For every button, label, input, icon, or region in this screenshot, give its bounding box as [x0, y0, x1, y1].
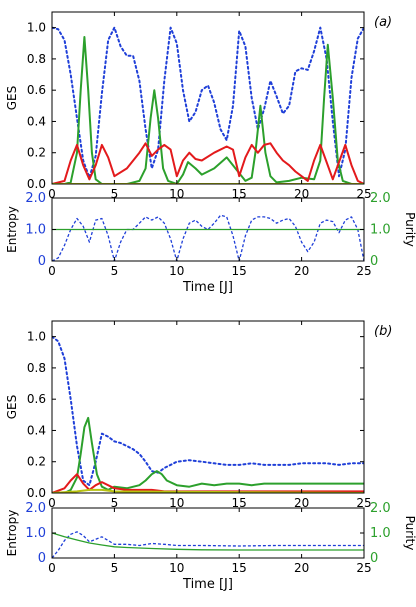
y-tick-label: 0.8	[27, 52, 46, 66]
x-tick-label: 20	[294, 561, 309, 575]
y-tick-label-left: 1.0	[25, 526, 46, 541]
x-tick-label: 5	[111, 561, 119, 575]
series-line-solid-3	[52, 488, 364, 493]
y-tick-label-right: 1.0	[370, 526, 391, 541]
y-tick-label-right: 0	[370, 551, 378, 566]
x-tick-label: 15	[232, 496, 247, 510]
y-tick-label: 0.2	[27, 455, 46, 469]
y-tick-label: 1.0	[27, 330, 46, 344]
series-line-solid-1	[52, 36, 364, 184]
x-tick-label: 15	[232, 561, 247, 575]
y-axis-label-left: Entropy	[5, 510, 19, 557]
x-axis-label: Time [J]	[182, 280, 233, 295]
series-line-dotted-0	[52, 335, 364, 487]
y-tick-label-left: 2.0	[25, 501, 46, 516]
y-axis-label-left: Entropy	[5, 206, 19, 253]
x-tick-label: 5	[111, 187, 119, 201]
y-tick-label-left: 0	[38, 551, 46, 566]
y-tick-label: 0.0	[27, 486, 46, 500]
y-tick-label-left: 1.0	[25, 223, 46, 238]
x-tick-label: 0	[48, 187, 56, 201]
y-tick-label: 0.6	[27, 392, 46, 406]
x-tick-label: 15	[232, 264, 247, 278]
x-tick-label: 5	[111, 264, 119, 278]
series-line-solid-1	[52, 416, 364, 493]
y-tick-label-right: 1.0	[370, 223, 391, 238]
y-tick-label: 0.4	[27, 114, 46, 128]
x-tick-label: 10	[169, 561, 184, 575]
y-axis-label-right: Purity	[403, 516, 416, 551]
x-axis-label: Time [J]	[182, 577, 233, 592]
y-tick-label: 0.0	[27, 177, 46, 191]
x-tick-label: 10	[169, 264, 184, 278]
y-tick-label-right: 0	[370, 254, 378, 269]
y-axis-label: GES	[5, 86, 19, 111]
x-tick-label: 25	[356, 496, 371, 510]
series-line-solid-1	[52, 532, 364, 551]
y-tick-label: 0.2	[27, 146, 46, 160]
series-line-dashed-0	[52, 214, 364, 261]
y-tick-label: 0.8	[27, 361, 46, 375]
x-tick-label: 10	[169, 496, 184, 510]
x-tick-label: 5	[111, 496, 119, 510]
series-line-dashed-0	[52, 531, 364, 558]
y-axis-label: GES	[5, 395, 19, 420]
series-line-dotted-0	[52, 26, 364, 179]
y-tick-label-right: 2.0	[370, 501, 391, 516]
y-tick-label-left: 0	[38, 254, 46, 269]
x-tick-label: 20	[294, 496, 309, 510]
y-tick-label: 0.4	[27, 423, 46, 437]
y-axis-label-right: Purity	[403, 212, 416, 247]
x-tick-label: 0	[48, 561, 56, 575]
y-tick-label-right: 2.0	[370, 191, 391, 206]
x-tick-label: 0	[48, 496, 56, 510]
y-tick-label: 0.6	[27, 83, 46, 97]
x-tick-label: 0	[48, 264, 56, 278]
y-tick-label-left: 2.0	[25, 191, 46, 206]
plot-frame	[51, 11, 365, 185]
plot-frame	[51, 320, 365, 494]
y-tick-label: 1.0	[27, 21, 46, 35]
series-line-solid-2	[52, 142, 364, 184]
panel-label: (a)	[374, 15, 392, 30]
x-tick-label: 25	[356, 264, 371, 278]
x-tick-label: 25	[356, 561, 371, 575]
x-tick-label: 20	[294, 264, 309, 278]
panel-label: (b)	[374, 324, 392, 339]
